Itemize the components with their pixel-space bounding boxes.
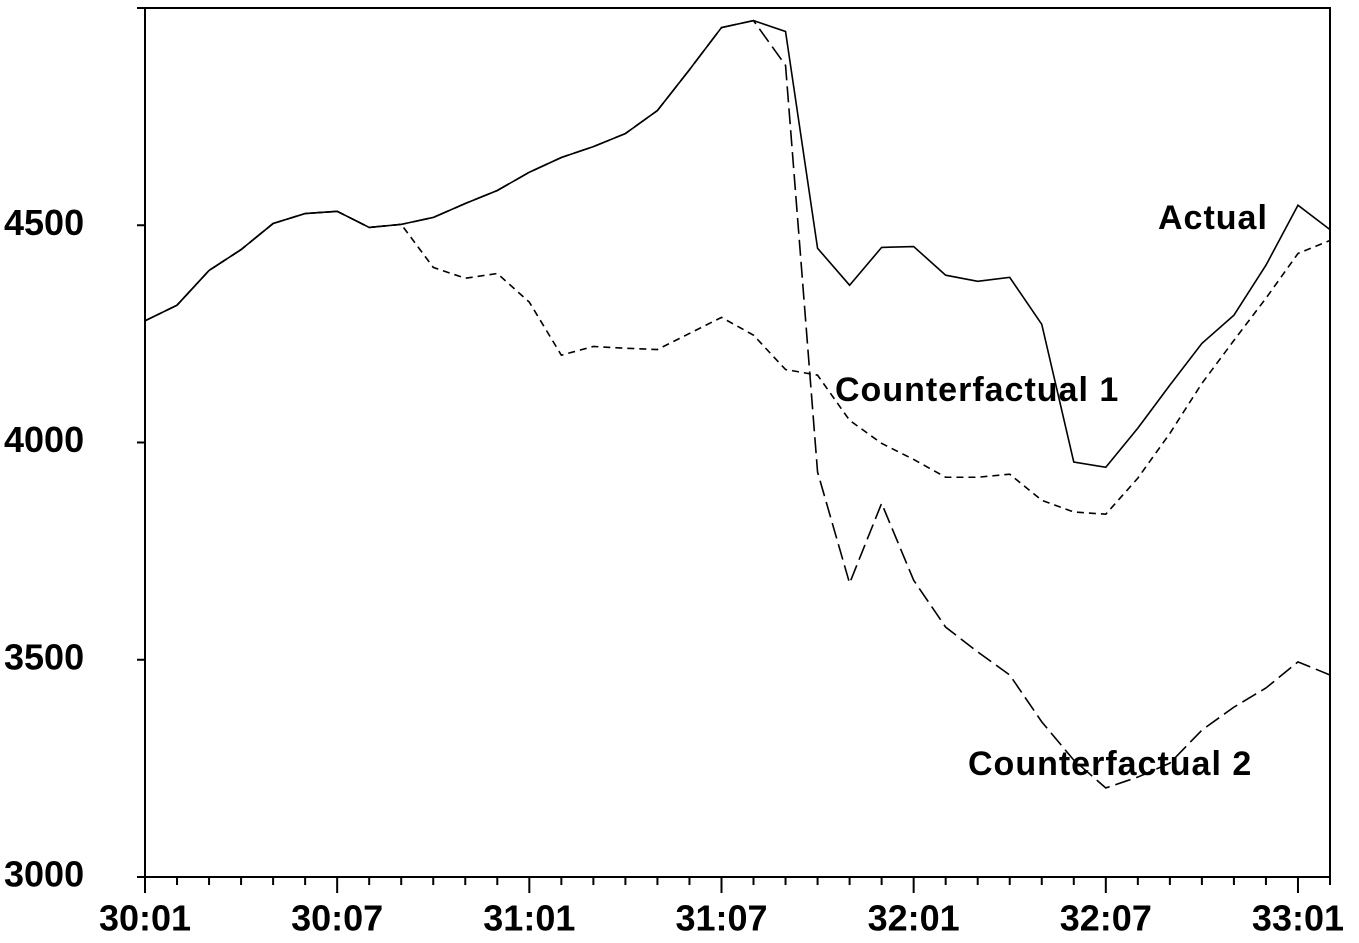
y-tick-label: 3000 — [4, 854, 84, 895]
x-tick-label: 31:07 — [675, 898, 767, 939]
x-tick-label: 33:01 — [1252, 898, 1344, 939]
series-line — [144, 19, 1331, 469]
series-label: Counterfactual 2 — [968, 745, 1252, 783]
series-label: Actual — [1158, 199, 1268, 237]
y-tick-label: 3500 — [4, 636, 84, 677]
x-tick-label: 32:01 — [868, 898, 960, 939]
y-tick-label: 4000 — [4, 419, 84, 460]
x-tick-label: 31:01 — [483, 898, 575, 939]
x-tick-label: 32:07 — [1060, 898, 1152, 939]
x-tick-label: 30:01 — [99, 898, 191, 939]
series-line — [144, 210, 1331, 516]
x-tick-label: 30:07 — [291, 898, 383, 939]
series-label: Counterfactual 1 — [835, 371, 1119, 409]
y-tick-label: 4500 — [4, 202, 84, 243]
series-line — [144, 19, 1331, 789]
